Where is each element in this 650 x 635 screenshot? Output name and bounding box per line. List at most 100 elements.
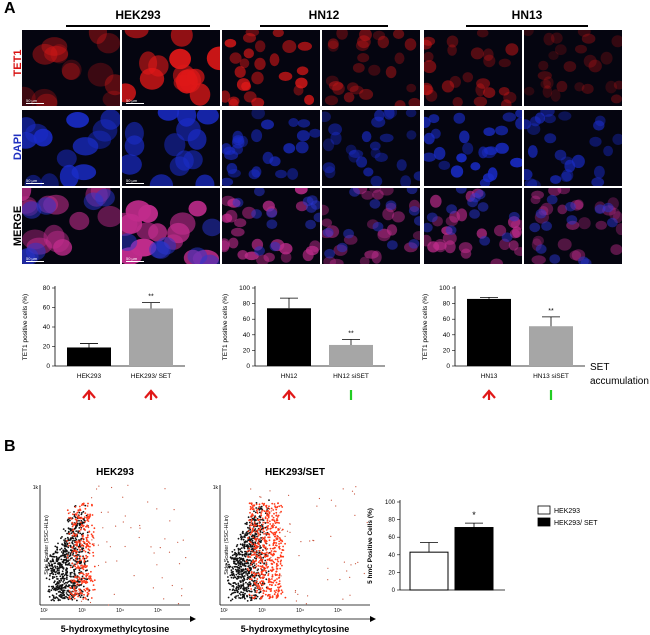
- event-dot-positive: [278, 505, 281, 508]
- event-dot: [69, 575, 72, 578]
- event-dot: [52, 598, 54, 601]
- event-dot-positive: [257, 535, 260, 537]
- significance-marker: **: [348, 330, 354, 337]
- event-dot: [63, 539, 65, 542]
- event-dot-positive: [81, 523, 83, 526]
- event-dot: [249, 562, 252, 565]
- event-dot: [231, 598, 234, 601]
- event-dot: [50, 555, 53, 558]
- event-dot-positive: [248, 519, 251, 522]
- event-dot-positive: [259, 565, 262, 568]
- event-dot: [239, 562, 242, 565]
- event-dot-positive: [279, 585, 282, 588]
- event-dot-sparse: [339, 578, 341, 581]
- bar-HEK293/ SET: [129, 308, 173, 366]
- event-dot: [73, 535, 75, 538]
- event-dot: [81, 521, 84, 524]
- event-dot-positive: [71, 562, 74, 565]
- event-dot: [228, 565, 230, 568]
- event-dot-positive: [264, 567, 267, 570]
- event-dot-positive: [75, 523, 77, 525]
- event-dot: [227, 561, 229, 563]
- event-dot: [73, 511, 75, 513]
- event-dot: [243, 543, 246, 546]
- event-dot-sparse: [281, 529, 283, 531]
- event-dot-positive: [263, 590, 266, 592]
- event-dot-positive: [269, 569, 272, 572]
- event-dot: [235, 569, 238, 572]
- event-dot: [67, 580, 70, 583]
- event-dot: [252, 584, 254, 587]
- event-dot: [244, 567, 247, 570]
- event-dot: [241, 562, 244, 565]
- event-dot: [48, 578, 51, 581]
- event-dot: [225, 563, 228, 565]
- event-dot-positive: [252, 504, 255, 507]
- category-label: HEK293/ SET: [131, 373, 171, 380]
- event-dot: [62, 589, 65, 592]
- event-dot: [63, 550, 66, 552]
- tet1-chart-1: TET1 positive cells (%) 0 20 40 60 80 HEK293 HE…: [22, 285, 185, 400]
- event-dot: [262, 556, 265, 559]
- event-dot-positive: [278, 580, 281, 582]
- event-dot-positive: [266, 525, 269, 528]
- event-dot-positive: [85, 546, 87, 549]
- event-dot: [62, 572, 64, 575]
- event-dot: [59, 575, 62, 578]
- hmc-y-tick-label: 100: [385, 500, 396, 506]
- event-dot-positive: [269, 523, 272, 525]
- event-dot-positive: [272, 523, 274, 525]
- bar-HN12: [267, 308, 311, 366]
- event-dot: [46, 566, 48, 569]
- event-dot-positive: [79, 508, 81, 511]
- event-dot-sparse: [147, 501, 149, 503]
- flow-scatter-plots: HEK293 1k Side Scatter (SSC-HLin) 10² 10³ 10⁴…: [33, 467, 376, 634]
- event-dot: [54, 545, 57, 548]
- event-dot-positive: [272, 547, 275, 550]
- hmc-bar-1: [409, 551, 449, 591]
- event-dot-positive: [72, 590, 75, 593]
- event-dot: [261, 531, 264, 534]
- event-dot-positive: [278, 556, 280, 559]
- event-dot-positive: [267, 528, 269, 530]
- event-dot-positive: [255, 540, 257, 542]
- event-dot: [61, 554, 64, 557]
- event-dot-positive: [284, 596, 287, 599]
- event-dot-sparse: [171, 584, 173, 587]
- event-dot: [62, 559, 65, 561]
- event-dot-positive: [263, 537, 266, 540]
- event-dot: [250, 590, 253, 593]
- event-dot-positive: [265, 590, 268, 592]
- event-dot: [236, 589, 239, 592]
- event-dot-positive: [93, 579, 96, 582]
- event-dot: [75, 561, 78, 563]
- event-dot: [65, 585, 68, 587]
- event-dot-positive: [266, 533, 269, 536]
- event-dot: [63, 574, 66, 577]
- event-dot-positive: [280, 589, 283, 592]
- event-dot-positive: [87, 577, 90, 580]
- event-dot: [237, 588, 240, 591]
- event-dot: [72, 559, 75, 561]
- event-dot-positive: [263, 510, 266, 513]
- event-dot-positive: [85, 573, 88, 575]
- event-dot-positive: [254, 553, 256, 556]
- event-dot: [75, 530, 78, 532]
- event-dot: [48, 588, 50, 591]
- event-dot-positive: [78, 516, 81, 519]
- event-dot-positive: [251, 531, 254, 533]
- event-dot: [65, 571, 67, 574]
- event-dot-positive: [267, 587, 270, 590]
- event-dot-positive: [247, 537, 250, 539]
- event-dot-sparse: [262, 521, 264, 523]
- event-dot-positive: [86, 555, 89, 558]
- event-dot: [67, 560, 69, 563]
- event-dot: [57, 542, 59, 545]
- event-dot: [73, 570, 76, 573]
- event-dot-sparse: [91, 539, 93, 541]
- event-dot: [61, 589, 63, 591]
- event-dot: [81, 550, 84, 553]
- event-dot: [60, 566, 63, 568]
- event-dot: [235, 583, 238, 586]
- panel-b-letter: B: [4, 438, 16, 455]
